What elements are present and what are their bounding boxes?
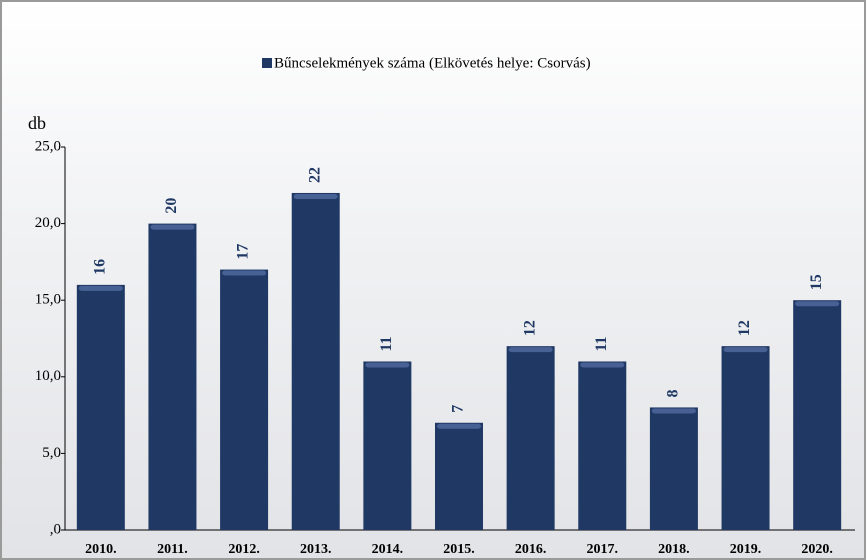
x-tick-label: 2013.: [300, 542, 332, 557]
bar-highlight: [795, 301, 840, 307]
bar: [649, 407, 698, 530]
x-tick-label: 2016.: [515, 542, 547, 557]
value-label: 15: [808, 274, 825, 290]
bar: [291, 192, 340, 530]
x-tick-label: 2017.: [587, 542, 619, 557]
value-label: 17: [235, 244, 252, 260]
y-tick-label: 25,0: [35, 138, 61, 154]
x-tick-label: 2010.: [85, 542, 117, 557]
bar-highlight: [365, 362, 410, 368]
x-tick-label: 2012.: [228, 542, 260, 557]
x-tick-label: 2019.: [730, 542, 762, 557]
y-tick-label: ,0: [50, 521, 61, 537]
value-label: 16: [91, 259, 108, 275]
y-tick-label: 5,0: [42, 445, 61, 461]
bar-highlight: [651, 408, 696, 414]
bar-highlight: [437, 423, 481, 429]
bar-highlight: [293, 193, 338, 199]
bar: [148, 223, 197, 530]
value-label: 11: [593, 336, 610, 351]
y-tick-label: 10,0: [35, 368, 61, 384]
bar-highlight: [580, 362, 625, 368]
x-tick-label: 2014.: [372, 542, 404, 557]
bar: [506, 346, 555, 530]
x-tick-label: 2011.: [157, 542, 188, 557]
legend-label: Bűncselekmények száma (Elkövetés helye: …: [274, 55, 591, 71]
bar: [220, 269, 269, 530]
bar: [793, 300, 842, 530]
bar-highlight: [222, 270, 267, 276]
value-label: 8: [665, 389, 682, 397]
x-tick-label: 2020.: [801, 542, 833, 557]
y-axis-label: db: [28, 113, 46, 133]
bar-highlight: [723, 347, 768, 353]
value-label: 12: [736, 320, 753, 336]
value-label: 12: [521, 320, 538, 336]
bar: [435, 422, 483, 530]
bar: [721, 346, 770, 530]
value-label: 7: [450, 405, 467, 413]
bar-highlight: [78, 285, 123, 291]
bar: [363, 361, 412, 530]
bar-highlight: [150, 224, 195, 230]
legend-swatch: [262, 58, 272, 68]
x-tick-label: 2018.: [658, 542, 690, 557]
bar-highlight: [508, 347, 553, 353]
bar: [76, 284, 125, 530]
value-label: 20: [163, 198, 180, 214]
bar: [578, 361, 627, 530]
x-tick-label: 2015.: [443, 542, 475, 557]
y-tick-label: 20,0: [35, 215, 61, 231]
y-tick-label: 15,0: [35, 292, 61, 308]
value-label: 11: [378, 336, 395, 351]
value-label: 22: [306, 167, 323, 183]
